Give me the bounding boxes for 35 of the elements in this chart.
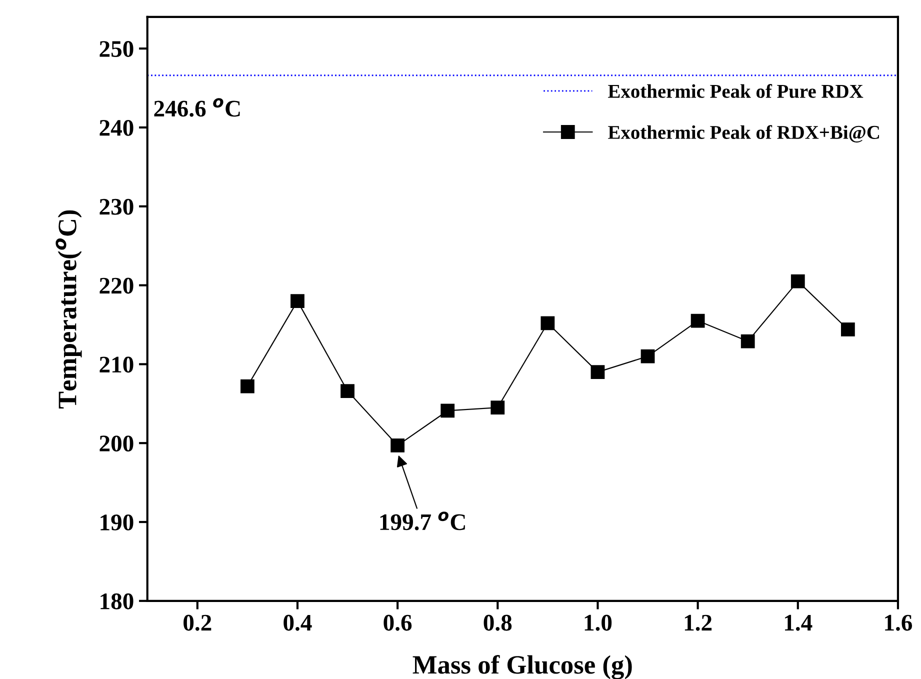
y-tick-label: 250 <box>100 41 134 57</box>
y-tick-label: 180 <box>100 593 134 610</box>
legend-label: Exothermic Peak of RDX+Bi@C <box>608 125 879 142</box>
y-tick-label: 230 <box>100 198 134 215</box>
x-tick-label: 0.4 <box>284 614 312 631</box>
annotation: 199.7 $^{o}$C <box>380 512 465 530</box>
y-tick-label: 220 <box>100 278 134 294</box>
x-tick-label: 1.4 <box>785 614 812 631</box>
x-tick-label: 1.6 <box>885 614 912 631</box>
point <box>540 316 555 330</box>
point <box>240 379 254 394</box>
point <box>740 334 755 348</box>
ref-line-label: Exothermic Peak of Pure RDX <box>608 84 864 98</box>
y-tick-label: 190 <box>100 514 134 530</box>
point <box>340 384 354 398</box>
point <box>490 400 505 415</box>
x-tick-label: 1.2 <box>684 614 712 631</box>
point <box>390 438 405 452</box>
y-tick-label: 210 <box>100 356 134 373</box>
annotation: 246.6 $^{o}$C <box>154 98 240 117</box>
y-tick-label: 240 <box>100 120 134 136</box>
x-tick-label: 0.2 <box>184 614 212 631</box>
point <box>440 404 455 418</box>
y-axis-title: Temperature($^{o}$C) <box>56 210 82 409</box>
point <box>790 274 805 288</box>
x-tick-label: 0.6 <box>384 614 412 631</box>
point <box>290 294 304 308</box>
x-axis-title: Mass of Glucose (g) <box>412 654 632 679</box>
point <box>590 365 605 380</box>
point <box>640 349 655 364</box>
point <box>690 314 705 328</box>
x-tick-label: 0.8 <box>484 614 512 631</box>
y-tick-label: 200 <box>100 436 134 452</box>
x-tick-label: 1.0 <box>584 614 612 631</box>
point <box>840 322 855 336</box>
